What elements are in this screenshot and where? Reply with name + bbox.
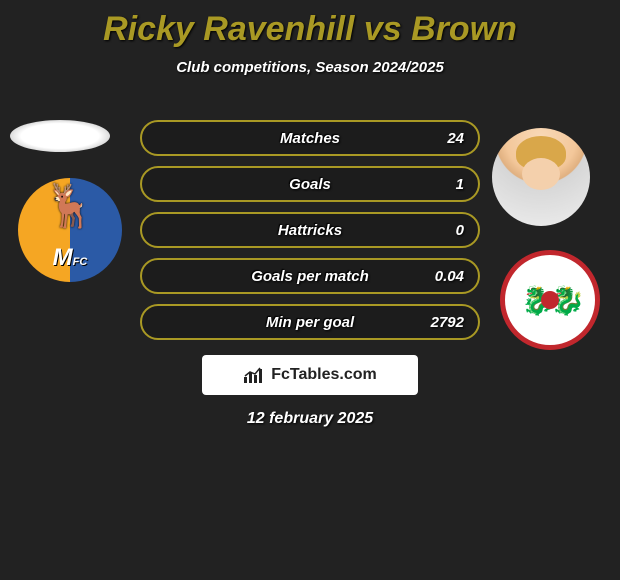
- stat-right-value: 2792: [431, 314, 464, 331]
- stat-label: Goals per match: [142, 268, 478, 285]
- stat-label: Min per goal: [142, 314, 478, 331]
- bar-chart-icon: [243, 366, 265, 384]
- player1-club-initial: MFC: [53, 244, 88, 272]
- date-label: 12 february 2025: [0, 410, 620, 428]
- brand-text: FcTables.com: [271, 366, 377, 384]
- player1-avatar: [10, 120, 110, 152]
- subtitle: Club competitions, Season 2024/2025: [0, 59, 620, 76]
- stag-icon: 🦌: [44, 182, 96, 231]
- stat-row-goals-per-match: Goals per match 0.04: [140, 258, 480, 294]
- stat-row-min-per-goal: Min per goal 2792: [140, 304, 480, 340]
- stat-row-matches: Matches 24: [140, 120, 480, 156]
- stat-row-goals: Goals 1: [140, 166, 480, 202]
- stat-label: Goals: [142, 176, 478, 193]
- stat-label: Matches: [142, 130, 478, 147]
- stat-right-value: 0.04: [435, 268, 464, 285]
- player2-club-badge: 🐉🐉: [500, 250, 600, 350]
- brand-box[interactable]: FcTables.com: [202, 355, 418, 395]
- player2-avatar: [492, 128, 590, 226]
- stat-right-value: 24: [447, 130, 464, 147]
- stat-row-hattricks: Hattricks 0: [140, 212, 480, 248]
- stat-label: Hattricks: [142, 222, 478, 239]
- ball-icon: [541, 291, 559, 309]
- player1-club-badge: 🦌 MFC: [18, 178, 122, 282]
- page-title: Ricky Ravenhill vs Brown: [0, 0, 620, 49]
- stats-panel: Matches 24 Goals 1 Hattricks 0 Goals per…: [140, 120, 480, 350]
- stat-right-value: 1: [456, 176, 464, 193]
- stat-right-value: 0: [456, 222, 464, 239]
